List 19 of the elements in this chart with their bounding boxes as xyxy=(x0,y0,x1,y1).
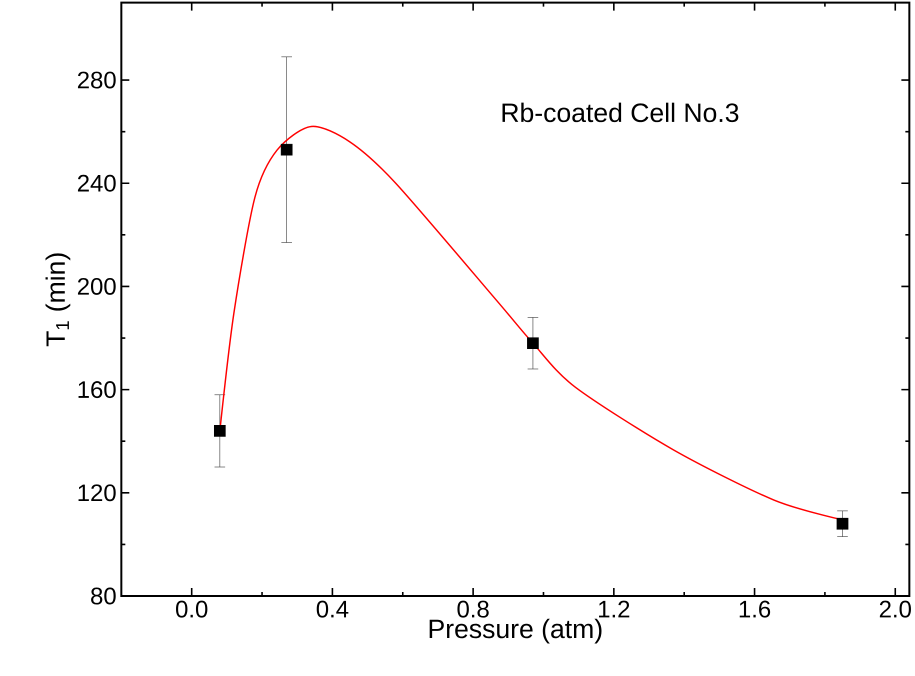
x-tick-label: 1.2 xyxy=(599,600,630,618)
point xyxy=(280,144,293,156)
point xyxy=(527,337,539,350)
x-axis-title: Pressure (atm) xyxy=(430,618,602,644)
x-tick-label: 0.0 xyxy=(176,600,208,618)
point xyxy=(836,518,848,530)
point xyxy=(214,425,226,437)
x-tick-label: 0.4 xyxy=(316,600,348,618)
x-tick-label: 0.8 xyxy=(457,600,489,618)
y-tick-label: 240 xyxy=(78,174,116,192)
annotation: Rb-coated Cell No.3 xyxy=(502,102,738,122)
x-tick-label: 1.6 xyxy=(740,600,770,618)
y-tick-label: 280 xyxy=(78,72,116,89)
x-tick-label: 2.0 xyxy=(880,600,911,618)
y-tick-label: 120 xyxy=(78,484,116,502)
y-tick-label: 80 xyxy=(91,588,116,604)
y-tick-label: 200 xyxy=(78,278,116,295)
y-axis-title: T$_{1}$ (min) xyxy=(46,253,70,346)
y-tick-label: 160 xyxy=(78,381,116,398)
